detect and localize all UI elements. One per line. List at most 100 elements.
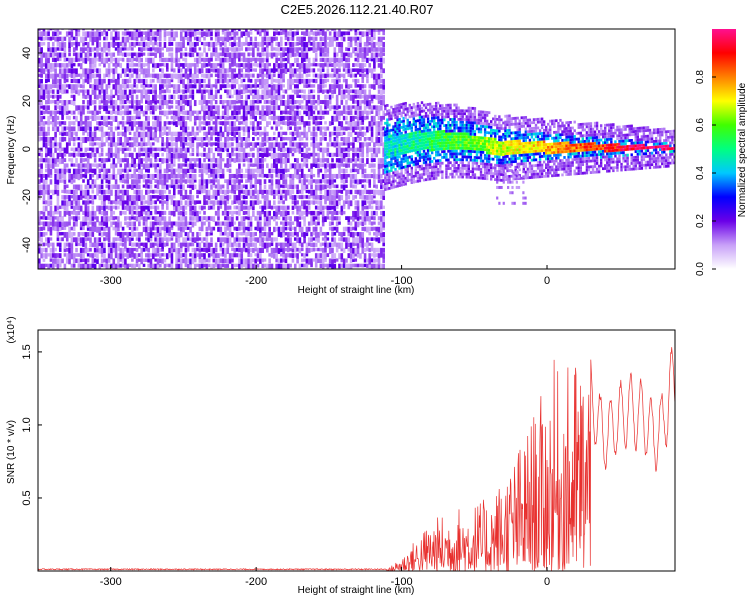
spectrogram-cell	[310, 41, 313, 46]
spectrogram-cell	[61, 137, 64, 142]
spectrogram-cell	[140, 168, 143, 175]
spectrogram-cell	[319, 41, 323, 48]
spectrogram-cell	[266, 31, 269, 36]
spectrogram-cell	[42, 36, 46, 41]
spectrogram-cell	[72, 200, 76, 205]
spectrogram-cell	[191, 52, 195, 58]
spectrogram-cell	[226, 131, 230, 137]
spectrogram-cell	[212, 258, 216, 263]
spectrogram-cell	[284, 237, 288, 242]
spectrogram-cell	[275, 253, 278, 259]
spectrogram-cell	[126, 100, 130, 104]
spectrogram-cell	[112, 242, 116, 248]
spectrogram-cell	[84, 263, 88, 269]
spectrogram-cell	[40, 147, 43, 152]
spectrogram-cell	[224, 263, 227, 268]
spectrogram-cell	[252, 142, 255, 148]
spectrogram-cell	[131, 179, 134, 185]
spectrogram-cell	[105, 52, 109, 57]
spectrogram-cell	[242, 184, 246, 189]
spectrogram-cell	[40, 100, 43, 107]
spectrogram-cell	[286, 126, 290, 131]
spectrogram-cell	[42, 189, 46, 196]
spectrogram-cell	[131, 158, 134, 165]
spectrogram-cell	[154, 200, 157, 205]
spectrogram-cell	[273, 31, 276, 37]
spectrogram-cell	[268, 237, 271, 241]
spectrogram-cell	[203, 41, 206, 47]
spectrogram-cell	[79, 226, 83, 231]
spectrogram-cell	[149, 152, 153, 157]
spectrogram-cell	[305, 263, 309, 268]
spectrogram-cell	[305, 100, 309, 106]
spectrogram-cell	[233, 247, 237, 253]
spectrogram-cell	[58, 263, 62, 268]
spectrogram-cell	[291, 36, 295, 41]
spectrogram-cell	[165, 105, 169, 109]
spectrogram-cell	[312, 121, 316, 125]
spectrogram-cell	[91, 221, 95, 227]
spectrogram-cell	[63, 110, 67, 116]
spectrogram-cell	[273, 200, 276, 205]
spectrogram-cell	[91, 36, 95, 43]
spectrogram-cell	[147, 36, 150, 42]
spectrogram-cell	[138, 52, 141, 58]
spectrogram-cell	[228, 78, 232, 83]
spectrogram-cell	[303, 173, 306, 180]
spectrogram-cell	[196, 189, 199, 195]
spectrogram-cell	[284, 121, 288, 126]
spectrogram-cell	[72, 47, 76, 53]
spectrogram-cell	[145, 115, 148, 121]
spectrogram-cell	[128, 200, 132, 206]
spectrogram-cell	[261, 237, 264, 243]
spectrogram-cell	[105, 100, 109, 106]
spectrogram-cell	[303, 126, 306, 133]
spectrogram-cell	[100, 189, 104, 195]
spectrogram-cell	[333, 68, 337, 74]
spectrogram-cell	[91, 258, 95, 264]
spectrogram-cell	[131, 221, 134, 227]
spectrogram-cell	[231, 115, 234, 120]
spectrogram-cell	[75, 200, 78, 206]
spectrogram-cell	[238, 121, 241, 125]
spectrogram-cell	[284, 41, 288, 46]
spectrogram-cell	[98, 57, 102, 62]
spectrogram-cell	[296, 163, 299, 170]
spectrogram-cell	[228, 210, 232, 215]
spectrogram-cell	[303, 221, 306, 227]
spectrogram-cell	[93, 63, 97, 68]
spectrogram-cell	[240, 200, 244, 207]
spectrogram-cell	[280, 232, 283, 238]
spectrogram-cell	[345, 168, 348, 174]
spectrogram-cell	[128, 41, 132, 48]
spectrogram-cell	[65, 131, 69, 137]
spectrogram-cell	[42, 121, 46, 126]
spectrogram-cell	[247, 52, 251, 57]
spectrogram-cell	[38, 163, 41, 168]
spectrogram-cell	[247, 142, 251, 148]
spectrogram-cell	[72, 126, 76, 132]
spectrogram-cell	[156, 158, 160, 162]
spectrogram-cell	[228, 179, 232, 186]
spectrogram-cell	[65, 89, 69, 94]
spectrogram-cell	[324, 110, 327, 115]
spectrogram-cell	[326, 41, 330, 47]
spectrogram-cell	[105, 68, 109, 74]
spectrogram-cell	[303, 105, 306, 110]
spectrogram-cell	[44, 184, 48, 190]
spectrogram-cell	[110, 221, 113, 228]
spectrogram-cell	[266, 100, 269, 104]
spectrogram-cell	[314, 205, 318, 210]
spectrogram-cell	[342, 173, 346, 179]
spectrogram-cell	[338, 142, 341, 149]
spectrogram-cell	[268, 115, 271, 120]
spectrogram-cell	[231, 158, 234, 162]
spectrogram-cell	[242, 105, 246, 111]
spectrogram-cell	[203, 78, 206, 84]
spectrogram-cell	[277, 179, 281, 185]
spectrogram-cell	[172, 173, 176, 179]
spectrogram-cell	[86, 147, 90, 151]
spectrogram-cell	[75, 184, 78, 190]
spectrogram-cell	[145, 173, 148, 179]
spectrogram-cell	[42, 210, 46, 217]
